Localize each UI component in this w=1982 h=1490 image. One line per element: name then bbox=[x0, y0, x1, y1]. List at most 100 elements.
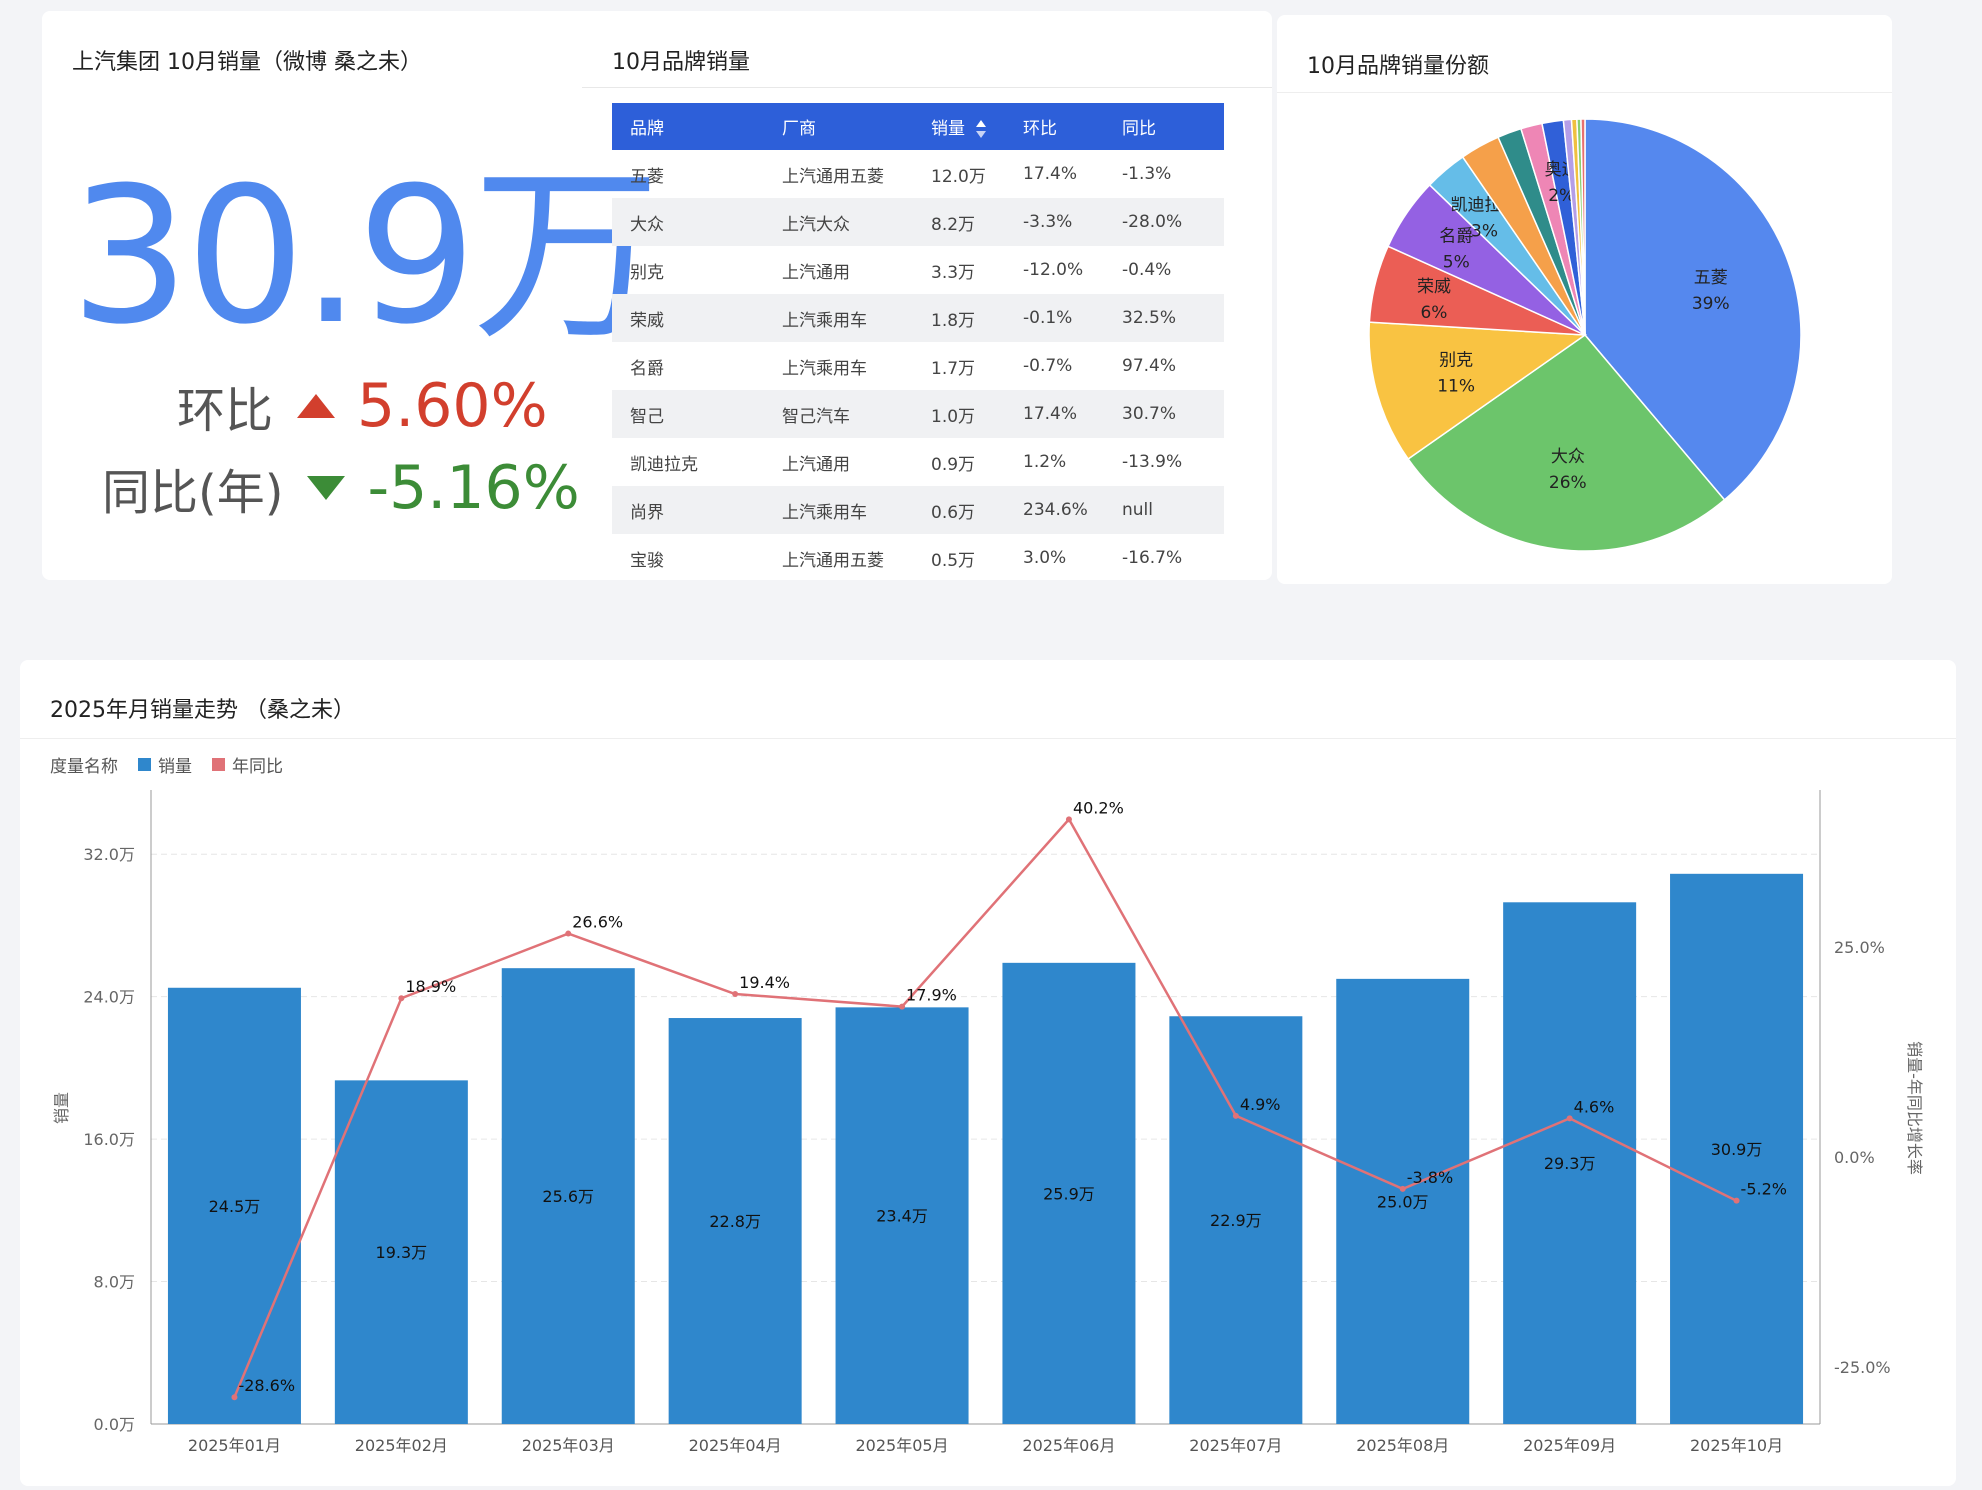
yoy-value-label: 19.4% bbox=[739, 973, 790, 992]
header-sales-label: 销量 bbox=[931, 118, 965, 139]
cell-brand: 凯迪拉克 bbox=[630, 454, 698, 475]
cell-maker: 上汽乘用车 bbox=[782, 358, 867, 379]
bar[interactable] bbox=[1002, 962, 1136, 1424]
table-row[interactable]: 大众 上汽大众 8.2万 -3.3% -28.0% bbox=[612, 198, 1224, 246]
bar[interactable] bbox=[501, 968, 635, 1424]
cell-mom: 234.6% bbox=[1005, 486, 1104, 534]
x-axis-tick-label: 2025年01月 bbox=[188, 1436, 281, 1455]
table-row[interactable]: 凯迪拉克 上汽通用 0.9万 1.2% -13.9% bbox=[612, 438, 1224, 486]
cell-yoy: 97.4% bbox=[1122, 356, 1177, 376]
legend: 度量名称 销量 年同比 bbox=[50, 752, 283, 777]
table-row[interactable]: 尚界 上汽乘用车 0.6万 234.6% null bbox=[612, 486, 1224, 534]
sort-icon[interactable] bbox=[975, 118, 987, 140]
yoy-point[interactable] bbox=[1065, 816, 1072, 823]
cell-mom: -3.3% bbox=[1005, 198, 1104, 246]
bar-value-label: 29.3万 bbox=[1544, 1154, 1596, 1173]
cell-yoy: 30.7% bbox=[1104, 390, 1224, 438]
legend-item-yoy[interactable]: 年同比 bbox=[232, 757, 283, 777]
legend-item-sales[interactable]: 销量 bbox=[158, 757, 192, 777]
pie-slice[interactable] bbox=[1584, 118, 1802, 501]
left-axis-tick-label: 32.0万 bbox=[83, 845, 135, 864]
cell-maker: 上汽通用 bbox=[782, 454, 850, 475]
bar[interactable] bbox=[1336, 978, 1470, 1424]
yoy-point[interactable] bbox=[398, 995, 405, 1002]
yoy-point[interactable] bbox=[899, 1003, 906, 1010]
pie-slice-percent: 2% bbox=[1548, 186, 1575, 206]
pie-slice[interactable] bbox=[1580, 118, 1586, 336]
kpi-mom-row: 环比 5.60% bbox=[177, 371, 548, 441]
kpi-mom-label: 环比 bbox=[177, 383, 274, 439]
kpi-yoy-row: 同比(年) -5.16% bbox=[102, 453, 580, 523]
header-mom[interactable]: 环比 bbox=[1005, 103, 1104, 150]
yoy-value-label: -28.6% bbox=[238, 1376, 295, 1395]
cell-mom: 1.2% bbox=[1023, 452, 1067, 472]
pie-slice[interactable] bbox=[1407, 333, 1726, 552]
legend-swatch-yoy bbox=[212, 758, 225, 771]
cell-sales: 12.0万 bbox=[931, 166, 986, 187]
cell-maker: 上汽乘用车 bbox=[764, 486, 913, 534]
bar[interactable] bbox=[167, 987, 301, 1424]
table-row[interactable]: 宝骏 上汽通用五菱 0.5万 3.0% -16.7% bbox=[612, 534, 1224, 582]
arrow-down-icon bbox=[307, 476, 346, 500]
x-axis-tick-label: 2025年10月 bbox=[1690, 1436, 1783, 1455]
header-maker[interactable]: 厂商 bbox=[764, 103, 913, 150]
table-row[interactable]: 名爵 上汽乘用车 1.7万 -0.7% 97.4% bbox=[612, 342, 1224, 390]
kpi-title: 上汽集团 10月销量（微博 桑之未） bbox=[72, 50, 422, 75]
bar[interactable] bbox=[835, 1007, 969, 1424]
table-row[interactable]: 五菱 上汽通用五菱 12.0万 17.4% -1.3% bbox=[612, 150, 1224, 198]
yoy-value-label: 18.9% bbox=[405, 977, 456, 996]
x-axis-tick-label: 2025年05月 bbox=[856, 1436, 949, 1455]
yoy-value-label: -5.2% bbox=[1741, 1180, 1787, 1199]
left-axis-tick-label: 16.0万 bbox=[83, 1130, 135, 1149]
bar[interactable] bbox=[1503, 902, 1637, 1424]
bar[interactable] bbox=[334, 1080, 468, 1424]
table-header-row: 品牌 厂商 销量 环比 同比 bbox=[612, 103, 1224, 150]
left-axis-title: 销量 bbox=[52, 1092, 71, 1124]
cell-yoy: 32.5% bbox=[1104, 294, 1224, 342]
x-axis-tick-label: 2025年08月 bbox=[1356, 1436, 1449, 1455]
pie-title: 10月品牌销量份额 bbox=[1307, 54, 1489, 79]
cell-brand: 荣威 bbox=[612, 294, 764, 342]
right-axis-tick-label: 0.0% bbox=[1834, 1148, 1875, 1167]
cell-yoy: -1.3% bbox=[1122, 164, 1172, 184]
yoy-point[interactable] bbox=[732, 991, 739, 998]
cell-sales: 0.9万 bbox=[931, 454, 976, 475]
cell-brand: 名爵 bbox=[630, 358, 664, 379]
yoy-point[interactable] bbox=[1232, 1112, 1239, 1119]
kpi-yoy-value: -5.16% bbox=[367, 453, 580, 523]
yoy-point[interactable] bbox=[1733, 1197, 1740, 1204]
cell-sales: 0.6万 bbox=[913, 486, 1005, 534]
header-yoy[interactable]: 同比 bbox=[1104, 103, 1224, 150]
cell-brand: 五菱 bbox=[630, 166, 664, 187]
yoy-point[interactable] bbox=[1566, 1115, 1573, 1122]
cell-maker: 上汽通用 bbox=[782, 262, 850, 283]
trend-title: 2025年月销量走势 （桑之未） bbox=[50, 698, 355, 723]
trend-divider bbox=[20, 738, 1956, 739]
kpi-yoy-label: 同比(年) bbox=[102, 465, 284, 521]
bar-value-label: 22.9万 bbox=[1210, 1211, 1262, 1230]
bar[interactable] bbox=[668, 1018, 802, 1424]
pie-slice[interactable] bbox=[1368, 321, 1588, 461]
cell-sales: 1.7万 bbox=[931, 358, 976, 379]
yoy-line[interactable] bbox=[233, 817, 1738, 1398]
brand-sales-table: 品牌 厂商 销量 环比 同比 五菱 上汽通用五菱 12.0万 17.4% -1.3% 大众… bbox=[612, 103, 1224, 582]
table-row[interactable]: 荣威 上汽乘用车 1.8万 -0.1% 32.5% bbox=[612, 294, 1224, 342]
bar-value-label: 30.9万 bbox=[1711, 1140, 1763, 1159]
yoy-point[interactable] bbox=[1399, 1185, 1406, 1192]
left-axis-tick-label: 8.0万 bbox=[94, 1273, 135, 1292]
pie-slice-label: 名爵 bbox=[1439, 227, 1473, 247]
pie-divider bbox=[1277, 92, 1892, 93]
pie-slice-percent: 39% bbox=[1692, 294, 1730, 314]
yoy-point[interactable] bbox=[565, 930, 572, 937]
legend-title: 度量名称 bbox=[50, 757, 118, 777]
yoy-point[interactable] bbox=[231, 1394, 238, 1401]
header-brand[interactable]: 品牌 bbox=[612, 103, 764, 150]
bar[interactable] bbox=[1169, 1016, 1303, 1424]
bar[interactable] bbox=[1670, 873, 1804, 1424]
kpi-table-card: 上汽集团 10月销量（微博 桑之未） 30.9万 环比 5.60% 同比(年) … bbox=[42, 11, 1272, 580]
header-sales[interactable]: 销量 bbox=[913, 103, 1005, 150]
cell-mom: 3.0% bbox=[1023, 548, 1067, 568]
table-row[interactable]: 别克 上汽通用 3.3万 -12.0% -0.4% bbox=[612, 246, 1224, 294]
table-row[interactable]: 智己 智己汽车 1.0万 17.4% 30.7% bbox=[612, 390, 1224, 438]
